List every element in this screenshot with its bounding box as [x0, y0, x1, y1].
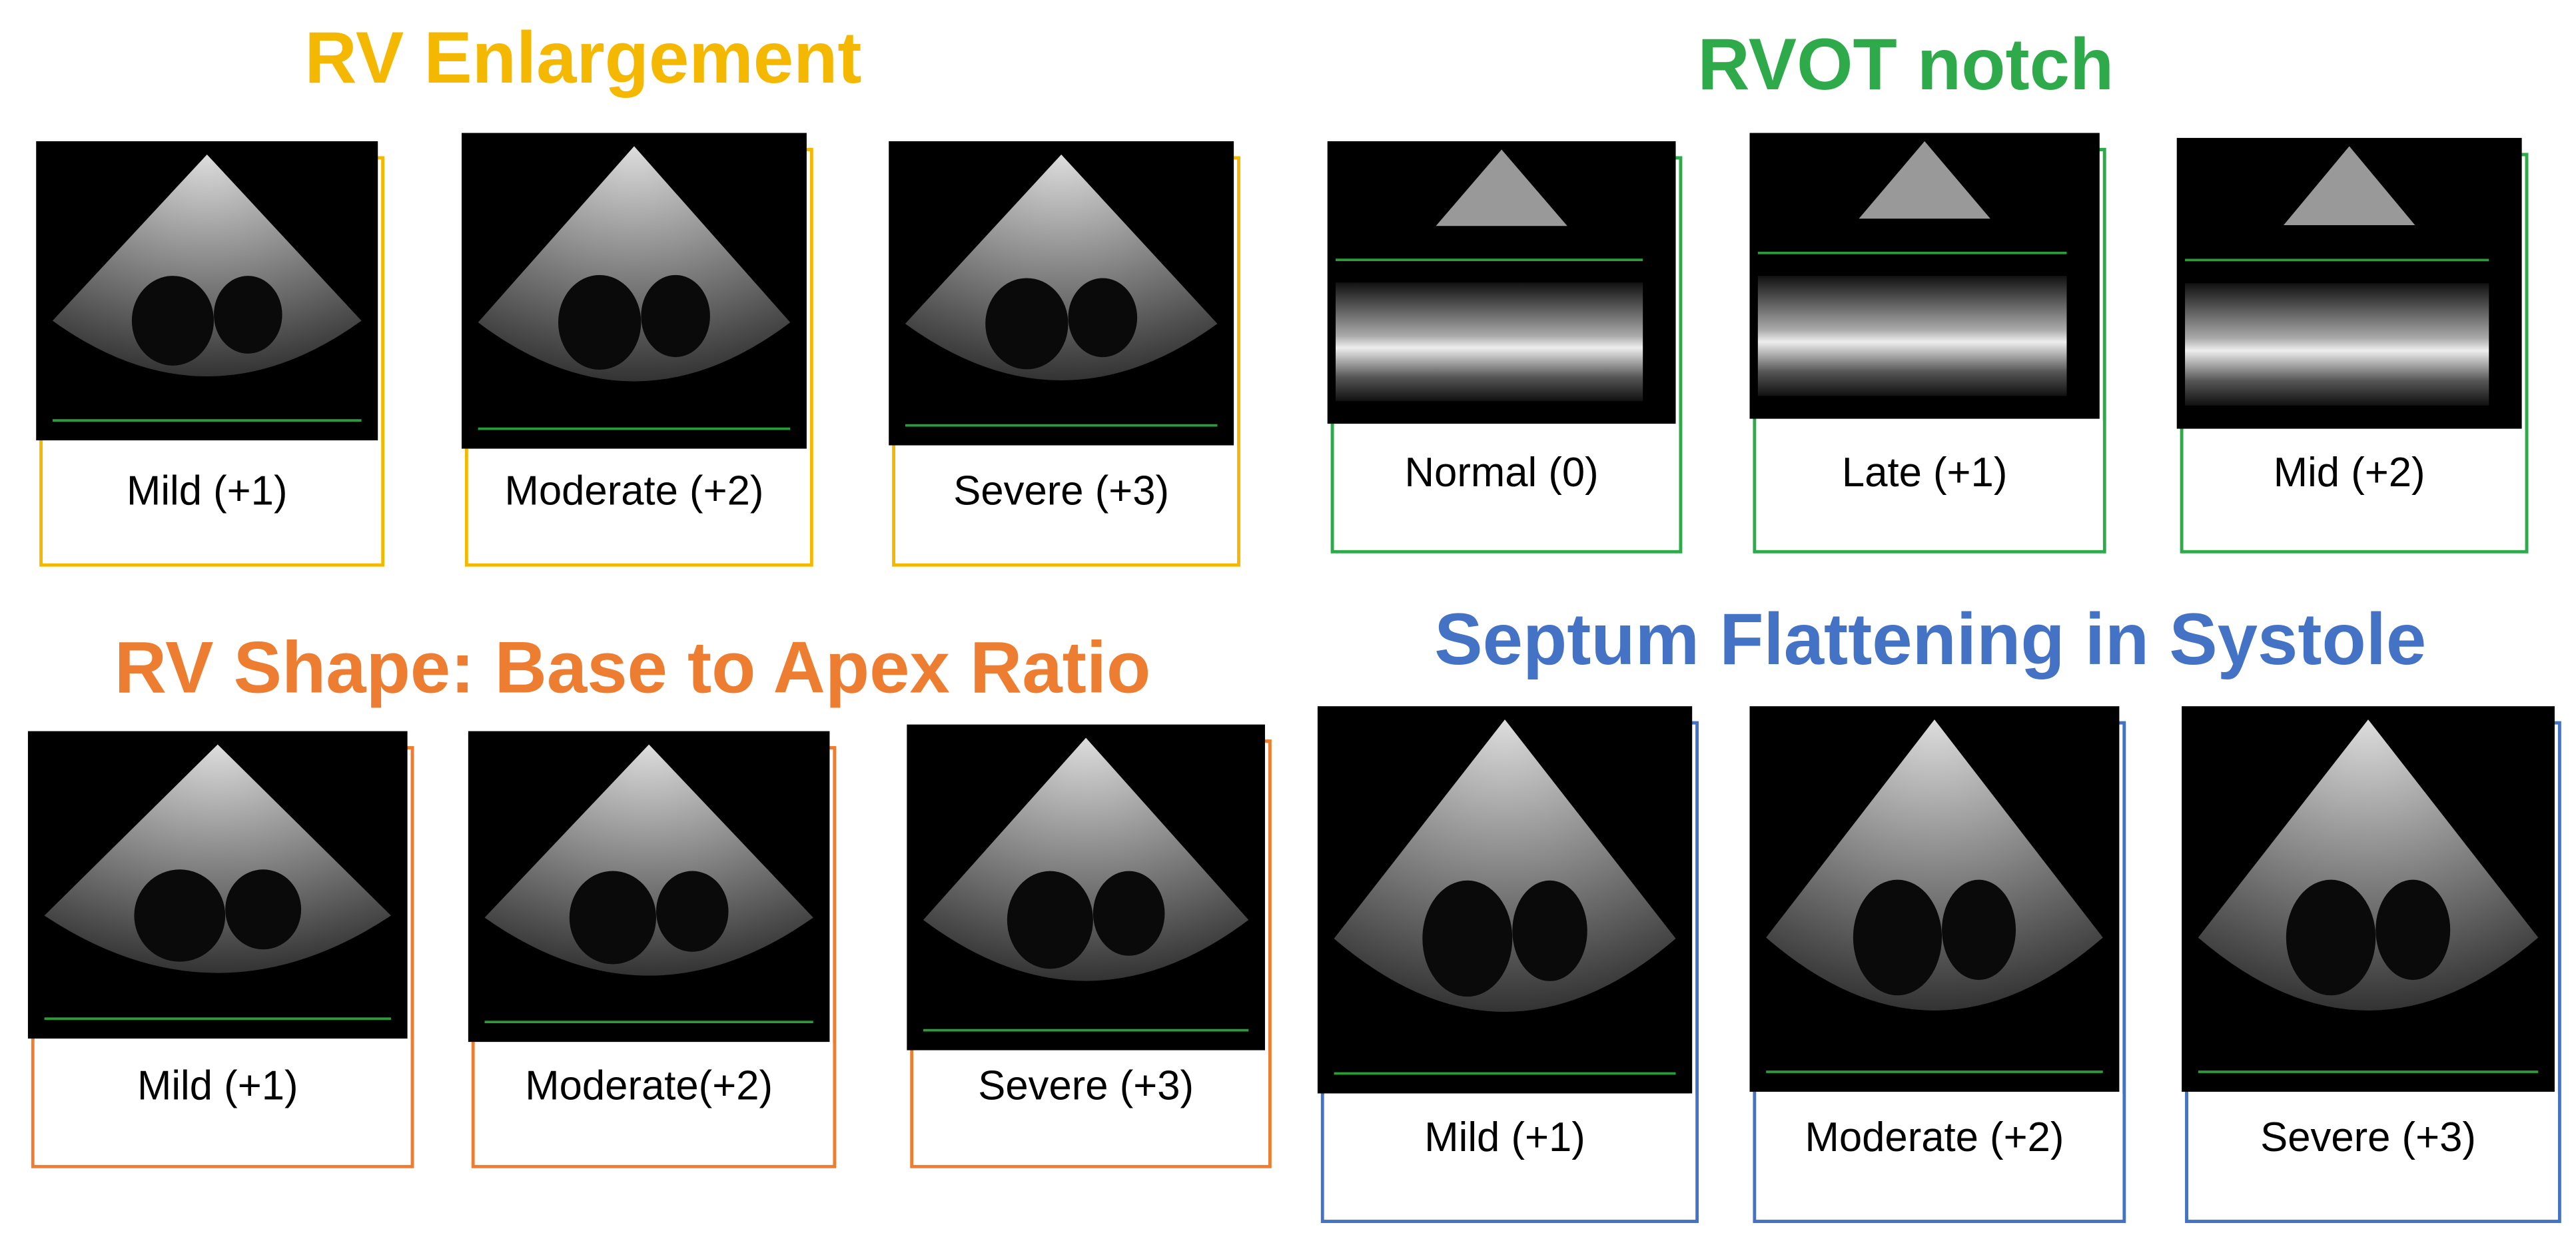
label-bg	[1756, 1093, 2123, 1220]
panel-title: RV Enlargement	[304, 17, 861, 99]
echo-cavity	[225, 869, 302, 950]
label-bg	[2183, 430, 2525, 550]
doppler-band	[2185, 283, 2489, 406]
doppler-thumb	[2284, 146, 2415, 226]
echo-cavity	[1068, 278, 1138, 358]
echo-fan	[923, 737, 1249, 981]
echo-fan	[1334, 719, 1676, 1012]
label-bg	[1334, 425, 1679, 550]
echo-fan	[2198, 719, 2539, 1011]
echo-cavity	[134, 869, 226, 962]
item-label: Mild (+1)	[137, 1062, 298, 1108]
echo-cavity	[641, 274, 710, 358]
echo-cavity	[985, 278, 1069, 370]
echo-cavity	[2375, 879, 2451, 981]
label-bg	[43, 442, 382, 564]
item-label: Mid (+2)	[2274, 450, 2425, 496]
label-bg	[1756, 420, 2103, 550]
label-bg	[34, 1040, 411, 1165]
echo-fan	[905, 154, 1218, 381]
item-label: Moderate (+2)	[505, 468, 764, 514]
echo-cavity	[214, 276, 282, 354]
echo-fan	[1766, 719, 2103, 1011]
item-label: Severe (+3)	[978, 1062, 1194, 1108]
echo-cavity	[655, 871, 729, 952]
echo-fan	[44, 744, 391, 973]
item-label: Severe (+3)	[2260, 1114, 2476, 1160]
echo-cavity	[569, 871, 656, 965]
echo-fan	[478, 146, 791, 382]
echo-cavity	[1092, 871, 1165, 956]
label-bg	[2188, 1093, 2558, 1220]
echo-cavity	[1422, 880, 1513, 997]
echo-cavity	[1512, 880, 1587, 981]
doppler-band	[1336, 282, 1643, 402]
echo-cavity	[131, 276, 215, 366]
item-label: Mild (+1)	[127, 468, 287, 514]
echo-cavity	[2286, 879, 2376, 996]
doppler-thumb	[1436, 149, 1567, 226]
doppler-band	[1757, 276, 2067, 396]
item-label: Moderate (+2)	[1805, 1114, 2064, 1160]
item-label: Moderate(+2)	[525, 1062, 773, 1108]
echo-cavity	[1942, 879, 2016, 981]
panel-title: RVOT notch	[1697, 23, 2114, 105]
item-label: Normal (0)	[1405, 450, 1599, 496]
item-label: Severe (+3)	[953, 468, 1169, 514]
echo-cavity	[1007, 871, 1093, 969]
label-bg	[468, 450, 810, 564]
doppler-thumb	[1859, 141, 1990, 219]
item-label: Late (+1)	[1842, 450, 2007, 496]
echo-fan	[52, 154, 362, 377]
echo-cavity	[1853, 879, 1942, 996]
panel-title: Septum Flattening in Systole	[1434, 598, 2426, 680]
label-bg	[474, 1043, 833, 1165]
label-bg	[1324, 1094, 1696, 1220]
item-label: Mild (+1)	[1424, 1114, 1585, 1160]
echo-cavity	[558, 274, 642, 370]
label-bg	[913, 1052, 1268, 1165]
panel-title: RV Shape: Base to Apex Ratio	[115, 627, 1151, 709]
echo-fan	[484, 744, 813, 976]
label-bg	[895, 447, 1238, 564]
